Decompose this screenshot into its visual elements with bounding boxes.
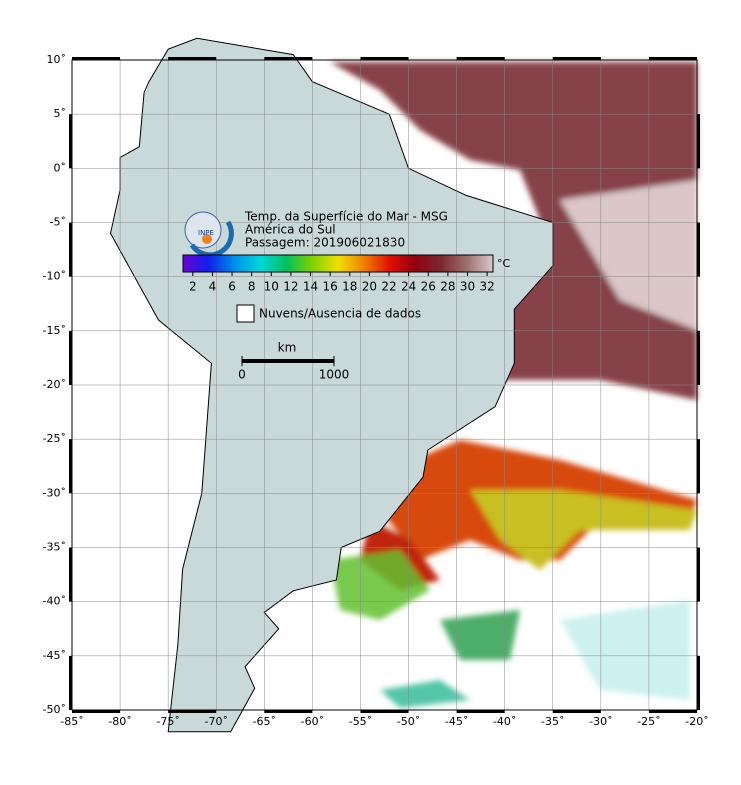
colorbar-tick-label: 26 bbox=[421, 280, 436, 294]
frame-bar bbox=[360, 57, 409, 60]
colorbar-tick-label: 24 bbox=[401, 280, 416, 294]
x-tick-label: -50˚ bbox=[397, 715, 420, 728]
frame-bar bbox=[552, 57, 601, 60]
y-tick-label: -40˚ bbox=[43, 595, 66, 608]
legend-region: América do Sul bbox=[245, 223, 336, 237]
colorbar-tick-label: 16 bbox=[323, 280, 338, 294]
frame-bar bbox=[69, 655, 72, 710]
x-tick-label: -20˚ bbox=[685, 715, 708, 728]
y-tick-label: -25˚ bbox=[43, 432, 66, 445]
x-tick-label: -85˚ bbox=[60, 715, 83, 728]
frame-bar bbox=[168, 57, 217, 60]
frame-bar bbox=[648, 57, 697, 60]
x-tick-label: -60˚ bbox=[301, 715, 324, 728]
x-tick-label: -30˚ bbox=[589, 715, 612, 728]
y-tick-label: 10˚ bbox=[47, 53, 67, 66]
y-tick-label: -15˚ bbox=[43, 324, 66, 337]
frame-bar bbox=[552, 710, 601, 713]
frame-bar bbox=[264, 710, 313, 713]
colorbar-tick-label: 20 bbox=[362, 280, 377, 294]
frame-bar bbox=[69, 222, 72, 277]
frame-bar bbox=[648, 710, 697, 713]
scale-unit: km bbox=[278, 341, 297, 355]
y-tick-label: -50˚ bbox=[43, 703, 66, 716]
legend-pass: Passagem: 201906021830 bbox=[245, 236, 405, 250]
colorbar-tick-label: 8 bbox=[248, 280, 256, 294]
x-tick-label: -65˚ bbox=[253, 715, 276, 728]
x-tick-label: -40˚ bbox=[493, 715, 516, 728]
colorbar-tick-label: 32 bbox=[479, 280, 494, 294]
sst-patches bbox=[330, 62, 697, 708]
colorbar-tick-label: 12 bbox=[283, 280, 298, 294]
scale-bar bbox=[242, 359, 334, 363]
colorbar-tick-label: 28 bbox=[440, 280, 455, 294]
x-tick-label: -55˚ bbox=[349, 715, 372, 728]
scale-label: 1000 bbox=[319, 368, 350, 382]
frame-bar bbox=[697, 655, 700, 710]
colorbar-unit: °C bbox=[497, 257, 511, 270]
colorbar-tick-label: 2 bbox=[189, 280, 197, 294]
frame-bar bbox=[697, 547, 700, 602]
frame-bar bbox=[72, 710, 121, 713]
colorbar-tick-label: 18 bbox=[342, 280, 357, 294]
frame-bar bbox=[360, 710, 409, 713]
y-tick-label: -45˚ bbox=[43, 649, 66, 662]
colorbar-tick-label: 4 bbox=[209, 280, 217, 294]
frame-bar bbox=[69, 330, 72, 385]
frame-bar bbox=[456, 710, 505, 713]
y-tick-label: 5˚ bbox=[54, 107, 67, 120]
colorbar-tick-label: 10 bbox=[264, 280, 279, 294]
x-tick-label: -80˚ bbox=[108, 715, 131, 728]
x-tick-label: -25˚ bbox=[637, 715, 660, 728]
frame-bar bbox=[456, 57, 505, 60]
legend-title: Temp. da Superfície do Mar - MSG bbox=[244, 210, 448, 224]
colorbar-tick-label: 30 bbox=[460, 280, 475, 294]
colorbar-tick-label: 22 bbox=[381, 280, 396, 294]
x-tick-label: -35˚ bbox=[541, 715, 564, 728]
frame-bar bbox=[168, 710, 217, 713]
x-tick-label: -45˚ bbox=[445, 715, 468, 728]
frame-bar bbox=[69, 439, 72, 494]
logo: INPE bbox=[184, 211, 234, 258]
frame-bar bbox=[697, 222, 700, 277]
frame-bar bbox=[697, 114, 700, 169]
scale-label: 0 bbox=[238, 368, 246, 382]
logo-text: INPE bbox=[198, 229, 214, 237]
frame-bar bbox=[69, 547, 72, 602]
y-tick-label: -20˚ bbox=[43, 378, 66, 391]
frame-bar bbox=[72, 57, 121, 60]
clouds-swatch bbox=[236, 304, 255, 323]
y-tick-label: 0˚ bbox=[54, 161, 67, 174]
frame-bar bbox=[264, 57, 313, 60]
y-tick-label: -35˚ bbox=[43, 541, 66, 554]
x-tick-label: -70˚ bbox=[204, 715, 227, 728]
y-tick-label: -10˚ bbox=[43, 270, 66, 283]
frame-bar bbox=[69, 114, 72, 169]
y-tick-label: -30˚ bbox=[43, 486, 66, 499]
colorbar-tick-label: 14 bbox=[303, 280, 318, 294]
colorbar bbox=[182, 254, 494, 273]
x-tick-label: -75˚ bbox=[156, 715, 179, 728]
clouds-label: Nuvens/Ausencia de dados bbox=[259, 307, 421, 321]
frame-bar bbox=[697, 439, 700, 494]
colorbar-tick-label: 6 bbox=[228, 280, 236, 294]
y-tick-label: -5˚ bbox=[50, 216, 66, 229]
frame-bar bbox=[697, 330, 700, 385]
